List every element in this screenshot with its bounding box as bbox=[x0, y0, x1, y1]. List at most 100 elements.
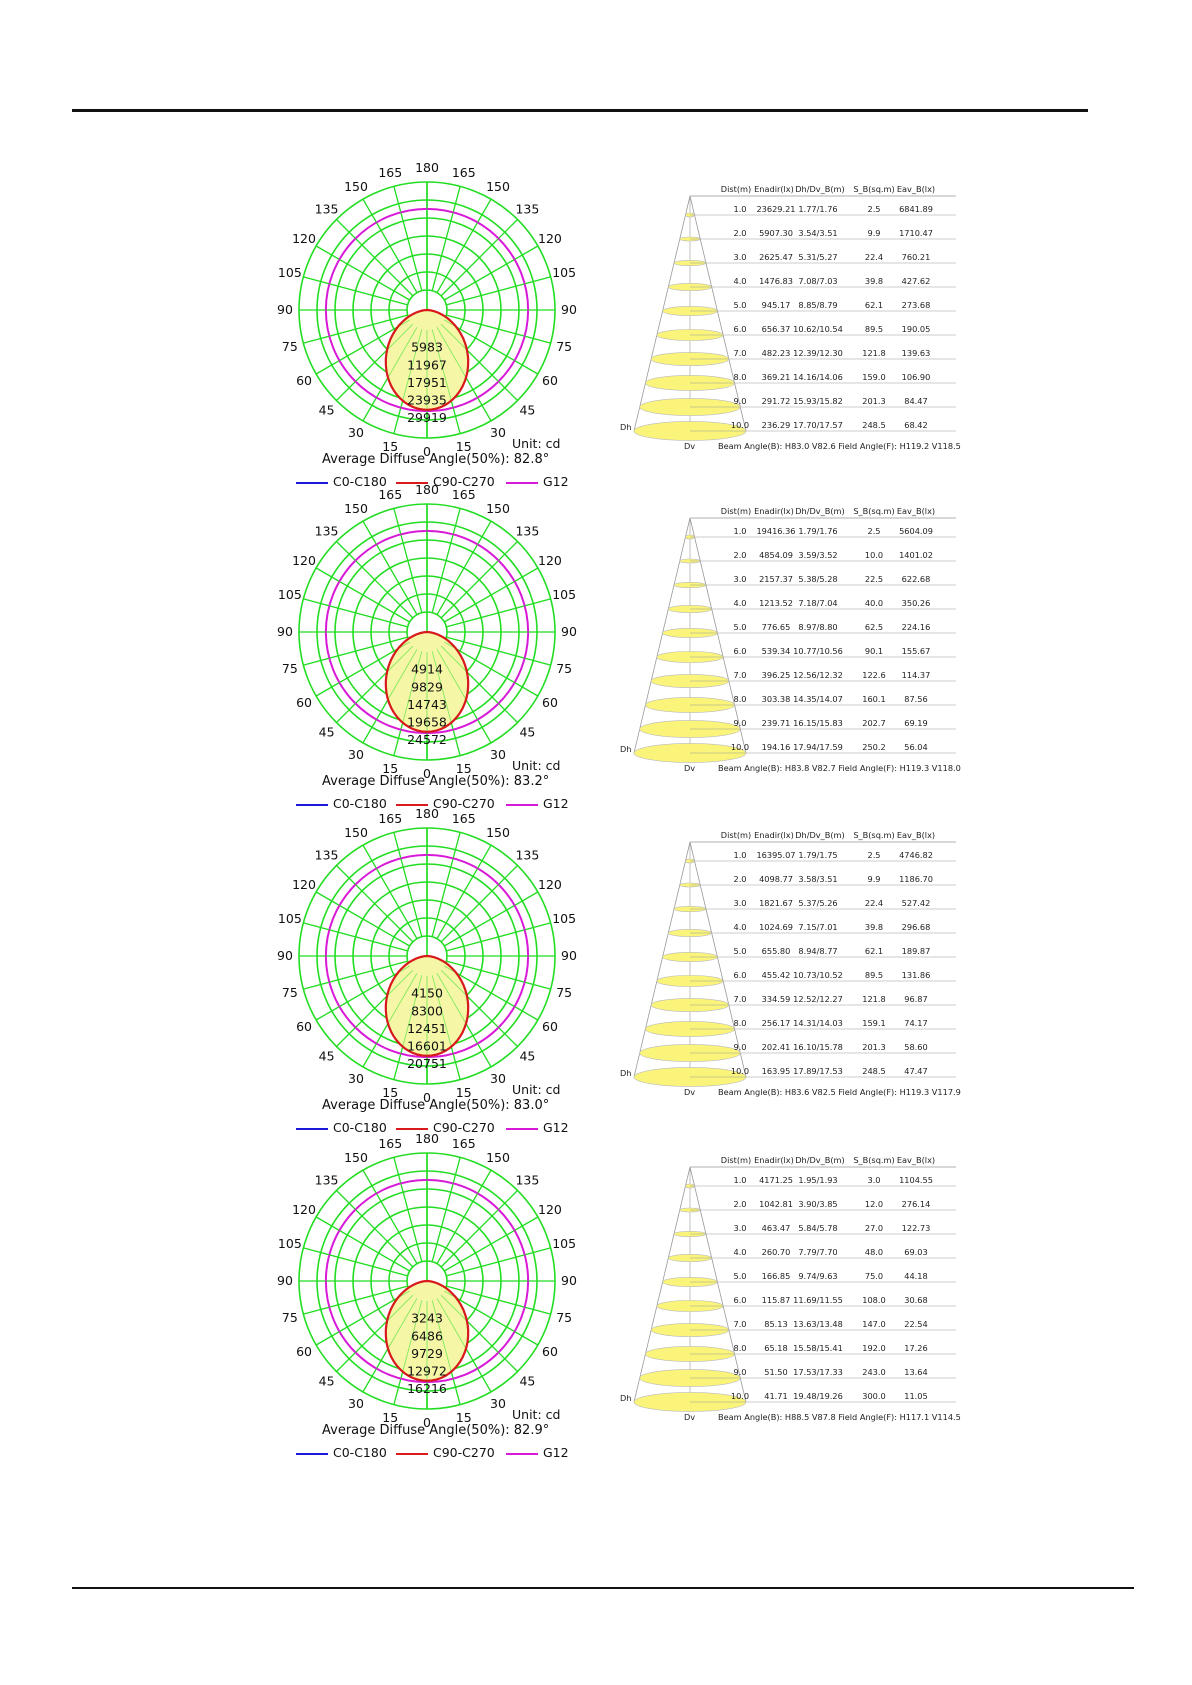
c90-c270-curve bbox=[384, 1279, 470, 1382]
table-cell: 463.47 bbox=[762, 1223, 791, 1233]
average-diffuse-angle: Average Diffuse Angle(50%): 83.0° bbox=[322, 1098, 550, 1113]
table-cell: 3.0 bbox=[733, 1223, 746, 1233]
legend-swatch bbox=[296, 1127, 328, 1130]
header-rule bbox=[72, 109, 1088, 112]
angle-label: 60 bbox=[296, 695, 312, 710]
c90-c270-curve bbox=[384, 630, 470, 733]
legend-swatch bbox=[296, 1452, 328, 1455]
polar-spoke bbox=[444, 567, 539, 623]
ring-value-label: 14743 bbox=[407, 697, 447, 712]
table-cell: 260.70 bbox=[762, 1247, 791, 1257]
beam-field-angles: Beam Angle(B): H83.0 V82.6 Field Angle(F… bbox=[718, 441, 961, 451]
ring-value-label: 17951 bbox=[407, 375, 447, 390]
dv-label: Dv bbox=[684, 1412, 695, 1422]
angle-label: 15 bbox=[382, 1085, 398, 1100]
polar-spoke bbox=[444, 965, 539, 1021]
angle-label: 165 bbox=[378, 487, 402, 502]
dh-label: Dh bbox=[620, 1393, 632, 1403]
table-cell: 250.2 bbox=[862, 742, 885, 752]
polar-spoke bbox=[393, 1300, 423, 1405]
table-cell: 427.62 bbox=[902, 276, 931, 286]
table-cell: 2157.37 bbox=[759, 574, 793, 584]
table-cell: 122.73 bbox=[902, 1223, 931, 1233]
angle-label: 30 bbox=[490, 1071, 506, 1086]
table-header: Dh/Dv_B(m) bbox=[795, 506, 844, 516]
table-cell: 8.0 bbox=[733, 1018, 746, 1028]
legend: C0-C180 C90-C270 G12 bbox=[296, 796, 596, 814]
table-cell: 7.0 bbox=[733, 348, 746, 358]
cone-edge bbox=[689, 841, 747, 1078]
photometric-block: 5983 11967 17951 23935 29919 180 165 150 135 120 1… bbox=[0, 160, 1192, 514]
angle-label: 15 bbox=[456, 1085, 472, 1100]
table-cell: 2.0 bbox=[733, 550, 746, 560]
legend-swatch bbox=[396, 1127, 428, 1130]
table-header: Eav_B(lx) bbox=[897, 830, 935, 840]
angle-label: 15 bbox=[382, 761, 398, 776]
table-cell: 5.38/5.28 bbox=[798, 574, 837, 584]
table-cell: 39.8 bbox=[865, 276, 883, 286]
table-cell: 84.47 bbox=[904, 396, 927, 406]
table-cell: 6.0 bbox=[733, 324, 746, 334]
table-cell: 12.56/12.32 bbox=[793, 670, 843, 680]
table-cell: 6.0 bbox=[733, 1295, 746, 1305]
table-cell: 15.93/15.82 bbox=[793, 396, 843, 406]
table-cell: 7.15/7.01 bbox=[798, 922, 837, 932]
table-cell: 12.39/12.30 bbox=[793, 348, 843, 358]
polar-spoke bbox=[315, 1290, 410, 1346]
cone-edge bbox=[633, 517, 691, 754]
angle-label: 75 bbox=[282, 661, 298, 676]
table-header: Enadir(lx) bbox=[754, 506, 794, 516]
angle-label: 135 bbox=[515, 524, 539, 539]
polar-spoke bbox=[446, 636, 551, 666]
polar-spoke bbox=[431, 186, 461, 291]
polar-spoke bbox=[431, 651, 461, 756]
table-header: Eav_B(lx) bbox=[897, 1155, 935, 1165]
table-cell: 27.0 bbox=[865, 1223, 883, 1233]
angle-label: 120 bbox=[292, 553, 316, 568]
polar-spoke bbox=[336, 1190, 414, 1268]
dv-label: Dv bbox=[684, 763, 695, 773]
table-cell: 4.0 bbox=[733, 922, 746, 932]
table-cell: 19.48/19.26 bbox=[793, 1391, 843, 1401]
table-cell: 131.86 bbox=[902, 970, 931, 980]
legend-swatch bbox=[396, 803, 428, 806]
polar-spoke bbox=[336, 865, 414, 943]
table-cell: 1710.47 bbox=[899, 228, 933, 238]
angle-label: 165 bbox=[378, 165, 402, 180]
footer-rule bbox=[72, 1587, 1134, 1589]
polar-spoke bbox=[446, 276, 551, 306]
table-cell: 1.0 bbox=[733, 1175, 746, 1185]
legend: C0-C180 C90-C270 G12 bbox=[296, 1445, 596, 1463]
table-cell: 10.0 bbox=[731, 742, 749, 752]
angle-label: 45 bbox=[319, 402, 335, 417]
angle-label: 45 bbox=[519, 402, 535, 417]
table-cell: 147.0 bbox=[862, 1319, 885, 1329]
table-cell: 9.9 bbox=[867, 228, 880, 238]
table-cell: 192.0 bbox=[862, 1343, 885, 1353]
polar-spoke bbox=[436, 1298, 492, 1393]
table-cell: 139.63 bbox=[902, 348, 931, 358]
legend-item: G12 bbox=[506, 796, 569, 811]
c90-c270-curve bbox=[384, 954, 470, 1057]
angle-label: 75 bbox=[282, 1310, 298, 1325]
angle-label: 60 bbox=[542, 695, 558, 710]
unit-label: Unit: cd bbox=[512, 436, 560, 451]
angle-label: 150 bbox=[344, 825, 368, 840]
polar-spoke bbox=[315, 891, 410, 947]
table-cell: 23629.21 bbox=[756, 204, 795, 214]
unit-label: Unit: cd bbox=[512, 1407, 560, 1422]
table-cell: 5.0 bbox=[733, 300, 746, 310]
photometric-block: 3243 6486 9729 12972 16216 180 165 150 135 120 105… bbox=[0, 1131, 1192, 1485]
cone-edge bbox=[689, 1166, 747, 1403]
angle-label: 150 bbox=[486, 179, 510, 194]
illuminance-cone: Dist(m) Enadir(lx) Dh/Dv_B(m) S_B(sq.m) Eav_… bbox=[620, 506, 961, 773]
table-cell: 8.97/8.80 bbox=[798, 622, 837, 632]
polar-spoke bbox=[303, 314, 408, 344]
table-cell: 201.3 bbox=[862, 396, 885, 406]
polar-spoke bbox=[315, 245, 410, 301]
table-cell: 10.0 bbox=[865, 550, 883, 560]
angle-label: 165 bbox=[452, 487, 476, 502]
legend-item: G12 bbox=[506, 1120, 569, 1135]
